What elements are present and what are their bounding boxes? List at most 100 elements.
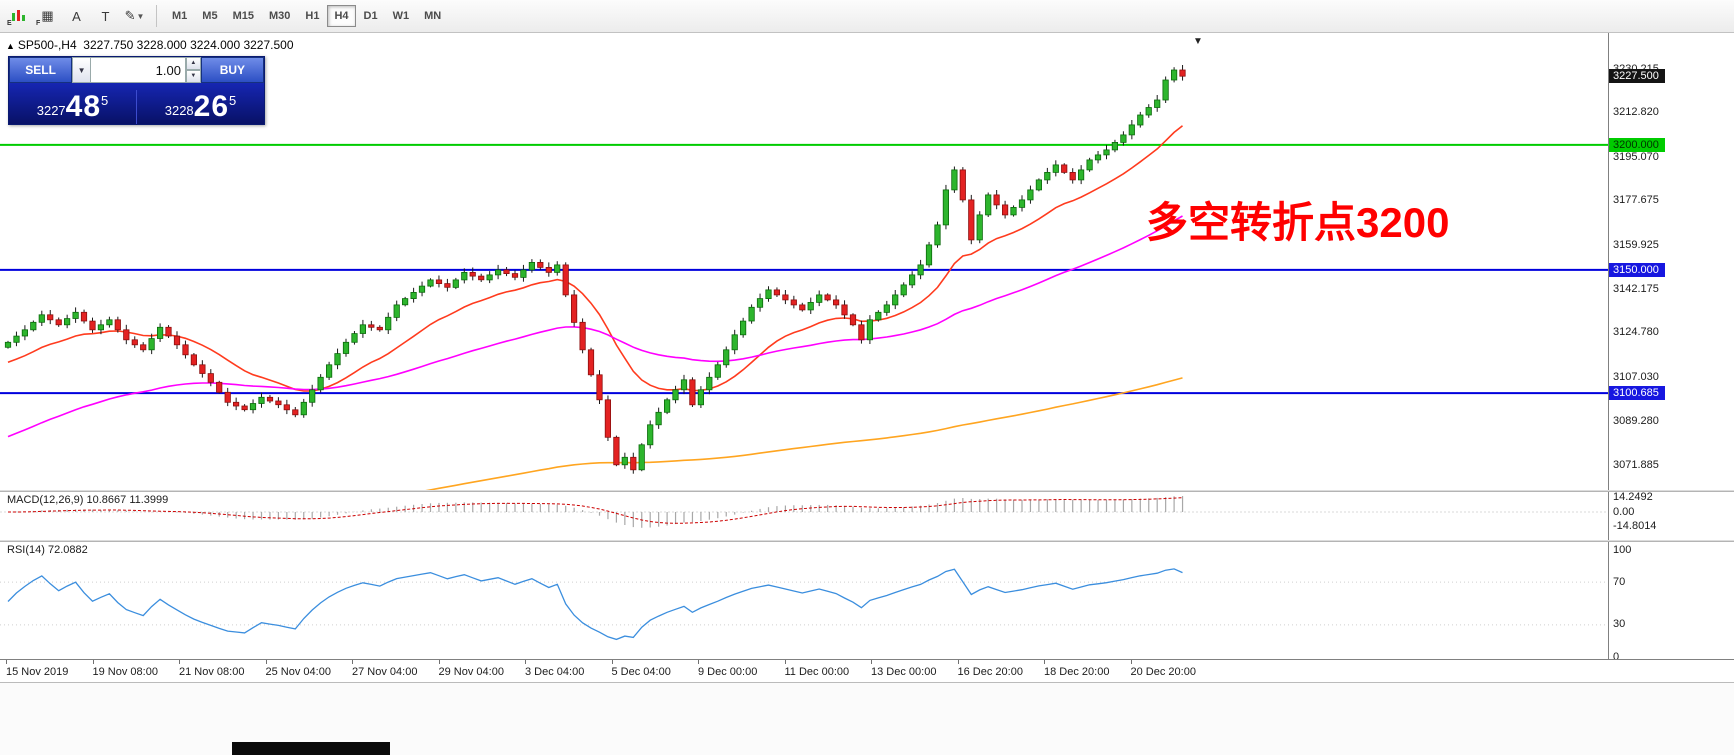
chevron-down-icon: ▼ [77,65,86,75]
time-label: 9 Dec 00:00 [698,666,758,678]
tool-button-group: E ▦ F A T ✎ ▼ [5,4,148,28]
level-price-label: 3150.000 [1609,262,1665,277]
time-tick-mark [1130,660,1132,664]
price-tick-label: 3089.280 [1613,415,1659,428]
timeframe-m30[interactable]: M30 [262,5,297,27]
macd-indicator-canvas[interactable] [0,492,1608,540]
chart-annotation-text[interactable]: 多空转折点3200 [1146,199,1450,246]
rsi-axis-label: 100 [1613,543,1632,556]
volume-dropdown-button[interactable]: ▼ [72,57,91,83]
price-tick-label: 3071.885 [1613,458,1659,471]
price-axis[interactable]: 3230.2153212.8203195.0703177.6753159.925… [1608,33,1734,663]
time-tick-mark [6,660,7,664]
chevron-down-icon: ▼ [136,11,145,21]
toolbar: E ▦ F A T ✎ ▼ M1 M5 M15 M30 H1 H4 D1 W1 MN [0,0,1734,33]
macd-axis-label: 14.2492 [1613,491,1653,504]
time-label: 20 Dec 20:00 [1130,666,1196,678]
price-divider [136,90,137,124]
price-tick-label: 3124.780 [1613,326,1659,339]
level-price-label: 3100.685 [1609,386,1665,401]
panel-splitter[interactable] [0,540,1734,542]
macd-axis-label: -14.8014 [1613,520,1657,533]
time-tick-mark [525,660,526,664]
chart-region: ▲ SP500-,H4 3227.750 3228.000 3224.000 32… [0,33,1734,682]
time-label: 19 Nov 08:00 [92,666,158,678]
time-label: 16 Dec 20:00 [957,666,1023,678]
bottom-dark-rect [232,742,390,755]
chart-shift-marker-icon[interactable]: ▼ [1193,36,1203,47]
profiles-icon-sub-label: F [36,20,41,27]
price-tick-label: 3195.070 [1613,150,1659,163]
time-label: 18 Dec 20:00 [1044,666,1110,678]
volume-down-button[interactable]: ▼ [185,70,201,83]
bid-prefix: 3227 [36,103,66,118]
ask-fraction: 5 [229,93,237,108]
timeframe-m5[interactable]: M5 [195,5,224,27]
bid-fraction: 5 [101,93,109,108]
price-tick-label: 3159.925 [1613,238,1659,251]
font-icon[interactable]: A [63,4,90,28]
charts-icon-sub-label: E [7,20,12,27]
panel-splitter[interactable] [0,490,1734,492]
timeframe-mn[interactable]: MN [417,5,448,27]
rsi-axis-label: 30 [1613,618,1626,631]
current-price-label: 3227.500 [1609,69,1665,84]
time-label: 15 Nov 2019 [6,666,69,678]
time-label: 3 Dec 04:00 [525,666,585,678]
toolbar-separator [156,5,157,27]
rsi-axis-label: 70 [1613,575,1626,588]
draw-tools-icon[interactable]: ✎ ▼ [121,4,148,28]
time-tick-mark [698,660,699,664]
timeframe-h4[interactable]: H4 [327,5,356,27]
macd-axis-label: 0.00 [1613,505,1635,518]
quote-ohlc: 3227.750 3228.000 3224.000 3227.500 [83,38,294,52]
symbol-name: SP500-,H4 [17,38,77,52]
volume-stepper: ▲ ▼ [185,57,201,83]
time-tick-mark [1044,660,1045,664]
profiles-icon[interactable]: ▦ F [34,4,61,28]
time-tick-mark [265,660,267,664]
text-label-icon[interactable]: T [92,4,119,28]
time-label: 21 Nov 08:00 [179,666,245,678]
time-axis[interactable]: 15 Nov 2019 19 Nov 08:00 21 Nov 08:00 25 No… [0,659,1734,682]
timeframe-h1[interactable]: H1 [298,5,326,27]
trade-panel-controls: SELL ▼ ▲ ▼ BUY [9,57,264,83]
time-tick-mark [871,660,872,664]
rsi-label: RSI(14) 72.0882 [7,544,88,556]
volume-up-button[interactable]: ▲ [185,57,201,70]
buy-button[interactable]: BUY [200,57,264,83]
charts-icon[interactable]: E [5,4,32,28]
level-price-label: 3200.000 [1609,137,1665,152]
time-tick-mark [438,660,440,664]
timeframe-w1[interactable]: W1 [386,5,417,27]
price-tick-label: 3142.175 [1613,282,1659,295]
price-chart-canvas[interactable] [0,33,1608,490]
time-tick-mark [179,660,180,664]
time-label: 29 Nov 04:00 [438,666,504,678]
price-tick-label: 3107.030 [1613,370,1659,383]
price-tick-label: 3212.820 [1613,106,1659,119]
time-label: 27 Nov 04:00 [352,666,418,678]
timeframe-m1[interactable]: M1 [165,5,194,27]
timeframe-d1[interactable]: D1 [357,5,385,27]
time-label: 5 Dec 04:00 [611,666,671,678]
timeframe-button-group: M1 M5 M15 M30 H1 H4 D1 W1 MN [165,5,448,27]
sell-button[interactable]: SELL [9,57,73,83]
time-label: 11 Dec 00:00 [784,666,850,678]
time-label: 13 Dec 00:00 [871,666,937,678]
time-tick-mark [92,660,94,664]
volume-input[interactable] [90,57,186,83]
time-tick-mark [352,660,353,664]
rsi-indicator-canvas[interactable] [0,542,1608,659]
ask-prefix: 3228 [164,103,194,118]
bid-price: 3227 48 5 [9,90,136,124]
price-tick-label: 3177.675 [1613,194,1659,207]
ask-big-digits: 26 [193,90,230,123]
symbol-marker-icon: ▲ [6,41,15,51]
bottom-strip [0,682,1734,755]
bid-big-digits: 48 [65,90,102,123]
time-tick-mark [784,660,786,664]
timeframe-m15[interactable]: M15 [226,5,261,27]
